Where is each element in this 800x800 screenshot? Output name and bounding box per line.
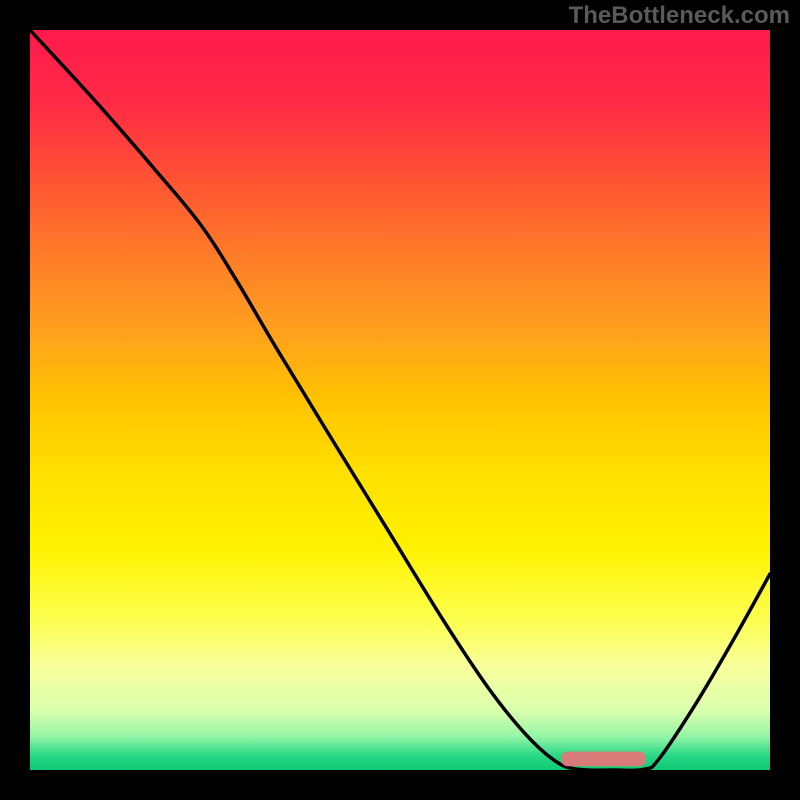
bottleneck-chart-svg	[0, 0, 800, 800]
optimal-range-marker	[561, 752, 646, 767]
chart-frame: TheBottleneck.com	[0, 0, 800, 800]
gradient-plot-area	[30, 30, 770, 770]
watermark-text: TheBottleneck.com	[569, 2, 790, 30]
